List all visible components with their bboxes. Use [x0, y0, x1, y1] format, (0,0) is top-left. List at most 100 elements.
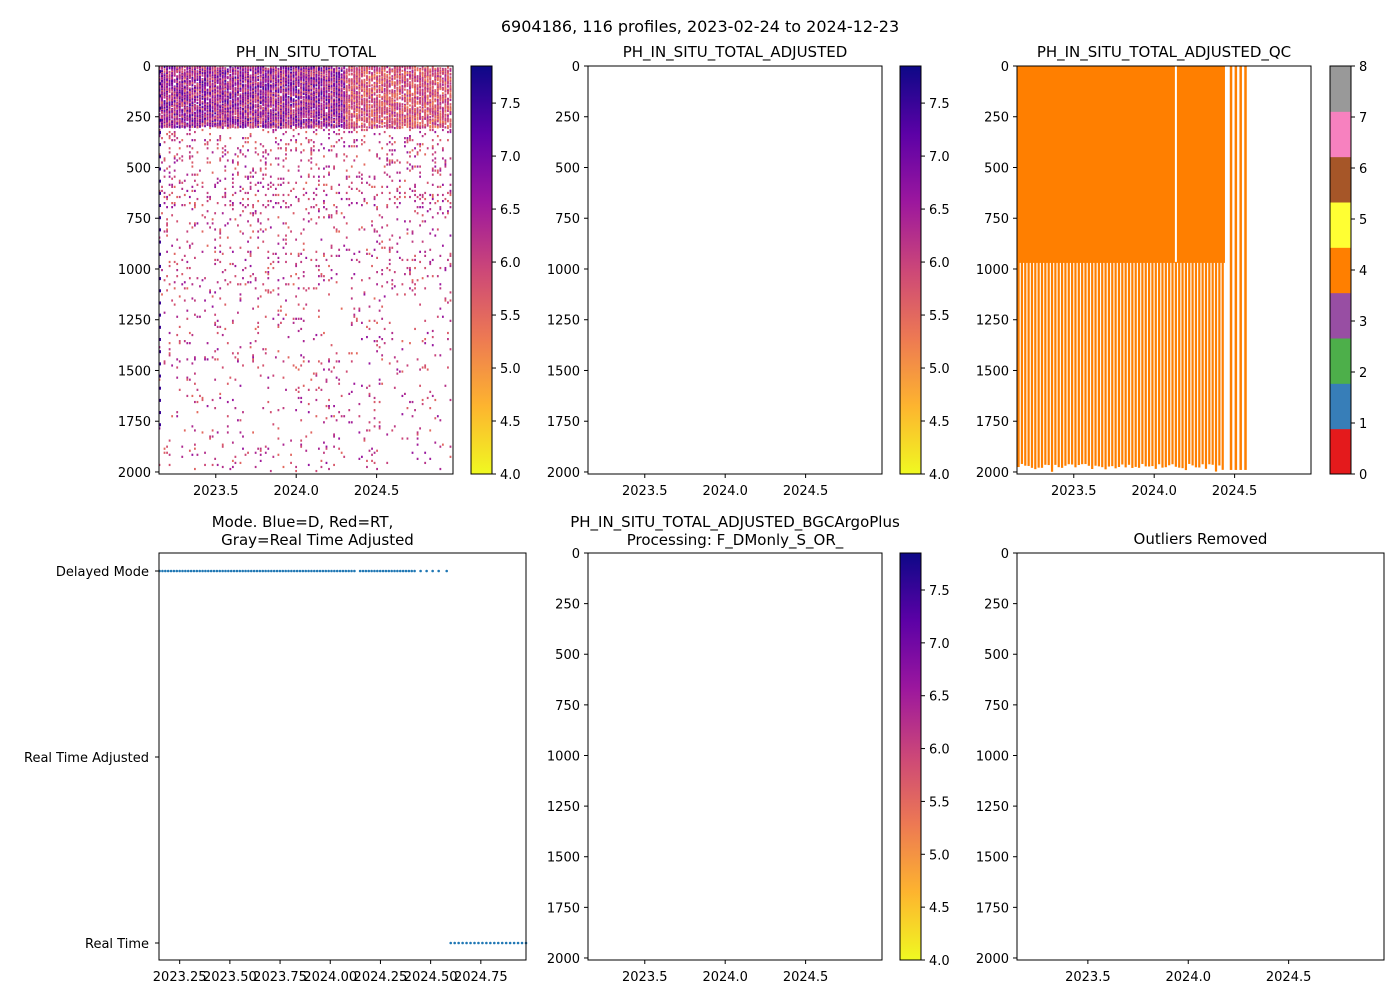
data-point — [168, 107, 171, 110]
data-point — [267, 183, 270, 186]
data-point — [300, 175, 303, 178]
data-point — [183, 95, 186, 99]
data-point — [209, 112, 211, 115]
data-point — [247, 76, 249, 79]
data-point — [216, 258, 219, 262]
data-point — [315, 114, 318, 117]
data-point — [196, 78, 199, 81]
data-point — [186, 118, 189, 122]
data-point — [244, 112, 247, 116]
data-point — [307, 463, 310, 467]
data-point — [262, 120, 265, 124]
data-point — [163, 66, 166, 69]
data-point — [252, 307, 255, 310]
data-point — [181, 95, 184, 99]
data-point — [219, 112, 222, 116]
data-point — [277, 325, 280, 329]
data-point — [214, 183, 217, 186]
data-point — [191, 102, 194, 105]
data-point — [285, 388, 287, 391]
data-point — [277, 313, 280, 316]
data-point — [277, 427, 280, 430]
data-point — [231, 116, 234, 119]
data-point — [300, 327, 303, 331]
data-point — [264, 110, 267, 113]
data-point — [252, 126, 255, 129]
data-point — [244, 104, 247, 107]
data-point — [320, 110, 323, 113]
data-point — [178, 360, 181, 363]
data-point — [173, 303, 176, 306]
data-point — [214, 250, 217, 253]
data-point — [166, 81, 168, 84]
data-point — [178, 70, 181, 73]
data-point — [257, 118, 260, 121]
data-point — [188, 101, 191, 105]
data-point — [269, 80, 272, 83]
data-point — [219, 120, 222, 124]
data-point — [315, 102, 318, 105]
data-point — [204, 299, 206, 302]
data-point — [325, 81, 328, 84]
data-point — [221, 76, 224, 79]
data-point — [323, 275, 325, 278]
data-point — [186, 110, 189, 113]
data-point — [216, 98, 219, 102]
data-point — [166, 250, 168, 253]
data-point — [312, 70, 315, 73]
data-point — [161, 69, 163, 72]
data-point — [302, 72, 305, 75]
data-point — [183, 81, 186, 84]
data-point — [267, 112, 270, 115]
data-point — [249, 69, 252, 72]
data-point — [181, 89, 184, 92]
data-point — [186, 98, 189, 101]
data-point — [211, 109, 214, 112]
data-point — [252, 69, 255, 72]
data-point — [226, 111, 229, 114]
data-point — [300, 122, 303, 125]
data-point — [194, 92, 196, 95]
data-point — [259, 447, 262, 450]
data-point — [262, 145, 265, 148]
data-point — [323, 66, 325, 69]
data-point — [186, 96, 189, 99]
data-point — [249, 99, 252, 102]
data-point — [302, 384, 305, 387]
data-point — [312, 175, 315, 178]
data-point — [211, 80, 214, 83]
data-point — [312, 81, 315, 85]
data-point — [244, 93, 247, 96]
data-point — [267, 277, 270, 280]
data-point — [216, 358, 219, 361]
data-point — [282, 277, 285, 280]
data-point — [191, 77, 194, 80]
data-point — [191, 208, 194, 211]
data-point — [323, 451, 325, 454]
data-point — [196, 98, 199, 102]
data-point — [226, 105, 229, 108]
data-point — [224, 149, 227, 152]
data-point — [280, 107, 282, 110]
data-point — [282, 199, 285, 203]
data-point — [287, 126, 290, 129]
data-point — [219, 106, 222, 109]
data-point — [234, 218, 237, 221]
data-point — [191, 98, 194, 101]
data-point — [231, 115, 234, 118]
data-point — [231, 161, 234, 164]
data-point — [176, 268, 179, 272]
data-point — [297, 386, 300, 389]
data-point — [310, 73, 313, 77]
data-point — [194, 100, 196, 103]
data-point — [277, 242, 280, 245]
data-point — [252, 206, 255, 209]
data-point — [285, 99, 287, 102]
data-point — [292, 187, 295, 190]
data-point — [188, 76, 191, 80]
data-point — [191, 297, 194, 300]
data-point — [249, 264, 252, 268]
data-point — [214, 258, 217, 262]
data-point — [194, 224, 196, 227]
data-point — [310, 258, 313, 262]
